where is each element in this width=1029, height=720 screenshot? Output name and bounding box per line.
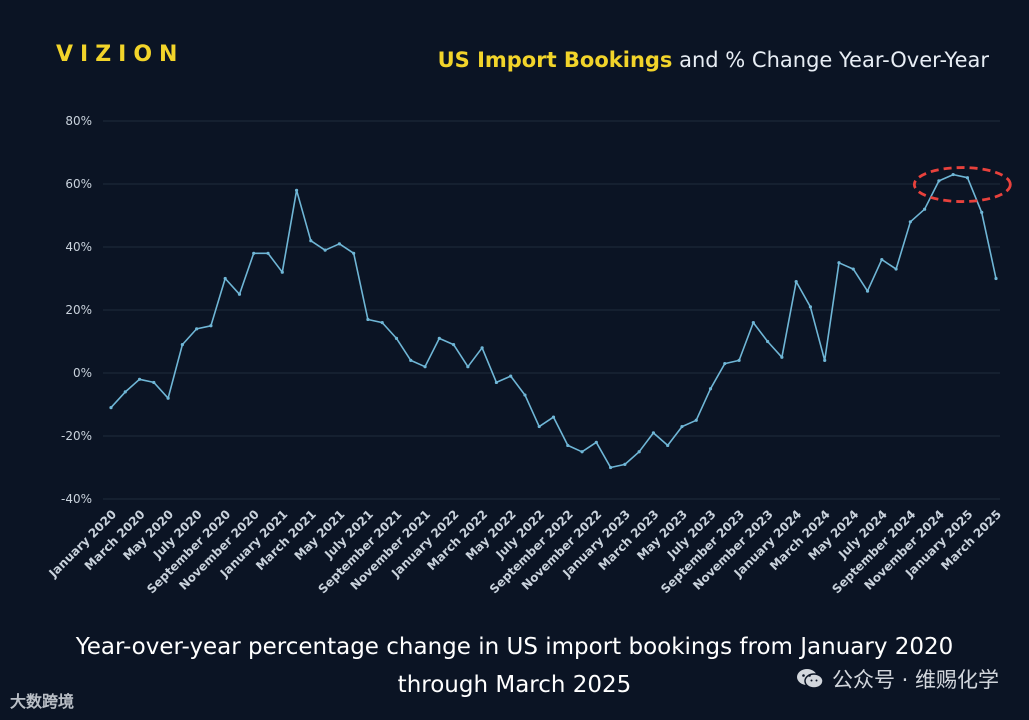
chart-title-rest: and % Change Year-Over-Year bbox=[672, 48, 989, 72]
data-point bbox=[195, 327, 199, 331]
figure-caption: Year-over-year percentage change in US i… bbox=[0, 628, 1029, 704]
data-point bbox=[380, 321, 384, 325]
data-point bbox=[566, 443, 570, 448]
data-point bbox=[666, 443, 670, 448]
data-point bbox=[152, 380, 156, 385]
data-point bbox=[237, 292, 242, 296]
data-point bbox=[680, 424, 684, 429]
data-point bbox=[137, 377, 142, 381]
data-point bbox=[865, 289, 870, 293]
watermark-left: 大数跨境 bbox=[10, 688, 74, 712]
data-point bbox=[352, 251, 356, 255]
data-point bbox=[437, 336, 441, 340]
data-point bbox=[737, 358, 741, 362]
data-point bbox=[580, 450, 584, 454]
wechat-icon bbox=[796, 669, 824, 689]
data-point bbox=[366, 317, 370, 322]
y-tick-label: 60% bbox=[65, 177, 92, 191]
data-point bbox=[637, 450, 641, 454]
chart-title-highlight: US Import Bookings bbox=[437, 48, 673, 72]
data-point bbox=[180, 343, 184, 347]
caption-line-1: Year-over-year percentage change in US i… bbox=[75, 634, 954, 660]
data-point bbox=[951, 172, 955, 177]
data-point bbox=[423, 365, 427, 369]
data-point bbox=[280, 270, 284, 274]
data-point bbox=[123, 390, 127, 394]
data-point bbox=[766, 339, 770, 344]
data-point bbox=[708, 387, 713, 391]
chart-title: US Import Bookings and % Change Year-Ove… bbox=[438, 48, 989, 72]
data-point bbox=[294, 188, 299, 192]
watermark-right-text: 公众号 · 维赐化学 bbox=[831, 668, 999, 692]
series-line bbox=[110, 173, 997, 469]
y-tick-label: 80% bbox=[65, 114, 92, 128]
data-point bbox=[109, 406, 113, 410]
data-point bbox=[980, 210, 984, 214]
data-point bbox=[451, 343, 456, 347]
data-point bbox=[466, 365, 470, 369]
data-point bbox=[837, 261, 841, 265]
y-tick-label: 40% bbox=[65, 240, 92, 254]
data-point bbox=[409, 358, 413, 362]
y-tick-label: -20% bbox=[61, 429, 92, 443]
watermark-right: 公众号 · 维赐化学 bbox=[796, 664, 999, 694]
data-point bbox=[937, 179, 941, 183]
watermark-left-text: 大数跨境 bbox=[10, 692, 75, 711]
data-point bbox=[594, 440, 598, 444]
data-point bbox=[523, 393, 527, 397]
y-tick-label: -40% bbox=[61, 492, 92, 506]
data-point bbox=[965, 176, 970, 180]
data-point bbox=[551, 415, 556, 419]
data-point bbox=[808, 305, 813, 309]
data-point bbox=[823, 358, 827, 362]
data-point bbox=[494, 380, 499, 385]
data-point bbox=[537, 424, 541, 429]
data-point bbox=[323, 248, 327, 252]
peak-highlight-ellipse bbox=[912, 166, 1012, 203]
data-point bbox=[266, 251, 270, 255]
data-point bbox=[723, 361, 727, 366]
data-point bbox=[851, 267, 855, 271]
data-point bbox=[908, 220, 912, 224]
data-point bbox=[623, 462, 627, 466]
data-point bbox=[751, 321, 755, 325]
data-point bbox=[509, 374, 513, 378]
y-tick-label: 0% bbox=[73, 366, 92, 380]
data-point bbox=[394, 336, 399, 340]
data-point bbox=[923, 207, 927, 211]
data-point bbox=[780, 355, 784, 359]
data-point bbox=[794, 280, 798, 284]
data-point bbox=[880, 258, 884, 262]
data-point bbox=[480, 346, 484, 350]
data-point bbox=[209, 324, 213, 328]
vizion-logo: VIZION bbox=[56, 42, 185, 67]
data-point bbox=[252, 251, 256, 255]
data-point bbox=[223, 276, 227, 281]
data-point bbox=[337, 242, 341, 246]
y-tick-label: 20% bbox=[65, 303, 92, 317]
data-point bbox=[651, 431, 656, 435]
data-point bbox=[894, 267, 898, 271]
data-point bbox=[309, 239, 313, 243]
data-point bbox=[166, 396, 170, 400]
data-point bbox=[608, 465, 613, 470]
data-point bbox=[694, 418, 698, 422]
caption-line-2: through March 2025 bbox=[397, 672, 632, 698]
data-point bbox=[994, 276, 998, 281]
